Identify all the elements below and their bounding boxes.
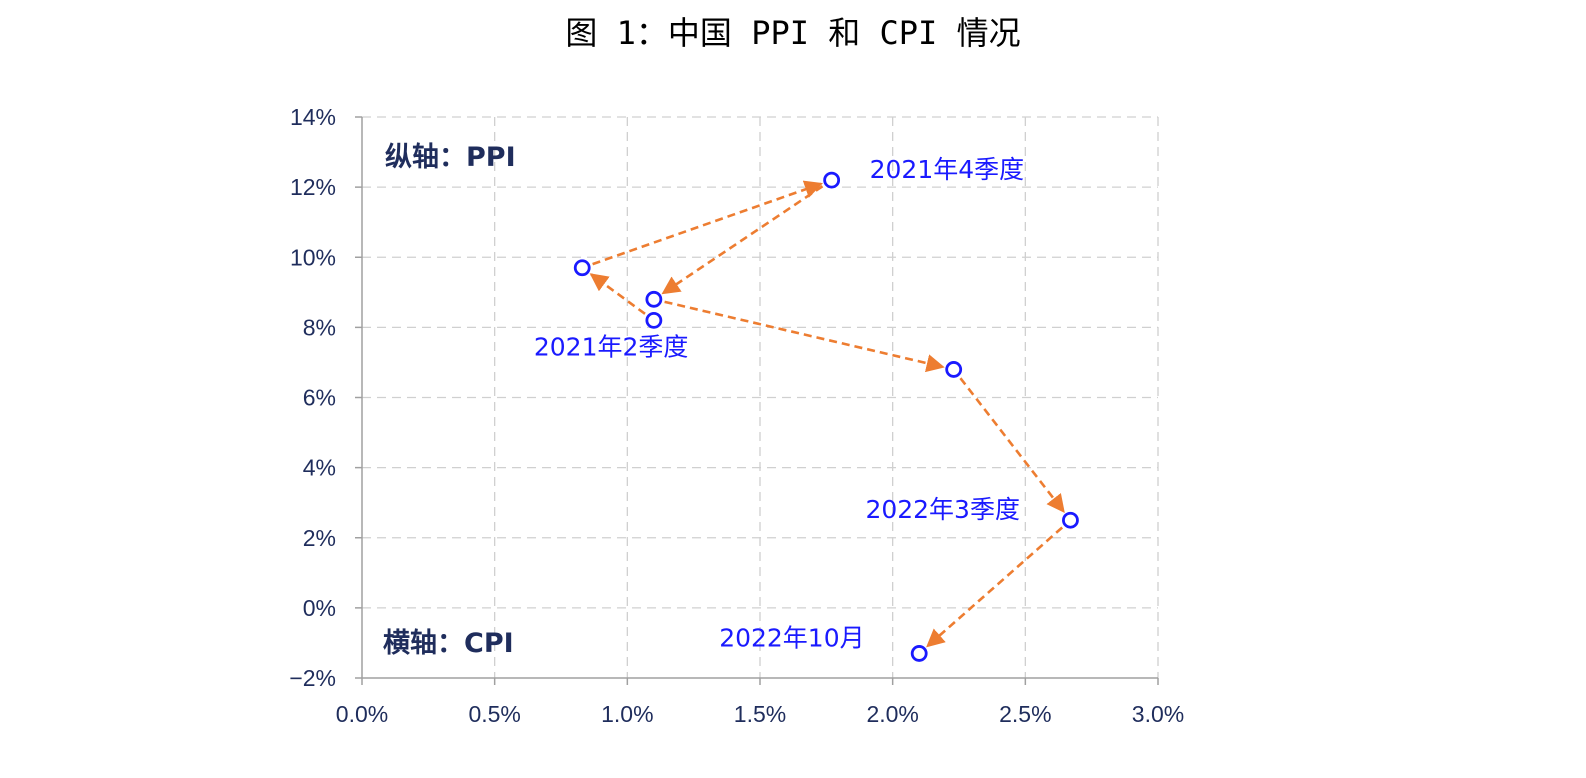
trajectory-arrow: [589, 273, 646, 315]
data-point: [823, 171, 841, 189]
y-tick-label: 6%: [303, 385, 336, 411]
x-axis-note: 横轴：CPI: [383, 628, 514, 659]
tick-labels: 0.0% 0.5% 1.0% 1.5% 2.0% 2.5% 3.0% −2% 0% 2% 4% 6% 8…: [289, 104, 1184, 727]
x-tick-label: 0.5%: [468, 701, 520, 727]
y-tick-label: 2%: [303, 525, 336, 551]
y-tick-label: 8%: [303, 314, 336, 340]
point-labels: 2021年2季度 2021年4季度 2022年3季度 2022年10月: [534, 155, 1024, 652]
x-tick-label: 3.0%: [1132, 701, 1184, 727]
point-label: 2021年4季度: [870, 155, 1025, 184]
data-point: [573, 259, 591, 277]
x-tick-label: 0.0%: [336, 701, 388, 727]
data-point: [645, 290, 663, 308]
grid-lines: [362, 116, 1159, 678]
data-point: [910, 645, 928, 662]
data-point: [1062, 511, 1079, 529]
data-point: [945, 361, 963, 378]
y-tick-label: 12%: [290, 174, 336, 200]
x-tick-label: 2.5%: [999, 701, 1051, 727]
y-tick-label: 0%: [303, 595, 336, 621]
point-label: 2022年3季度: [865, 495, 1020, 524]
trajectory-arrows: [589, 180, 1065, 648]
x-tick-label: 1.0%: [601, 701, 653, 727]
trajectory-arrow: [661, 185, 824, 295]
chart-title: 图 1：中国 PPI 和 CPI 情况: [565, 14, 1021, 52]
point-label: 2021年2季度: [534, 332, 689, 361]
y-tick-label: 10%: [290, 244, 336, 270]
y-tick-label: 4%: [303, 455, 336, 481]
data-point: [645, 311, 663, 329]
x-tick-label: 2.0%: [866, 701, 918, 727]
trajectory-arrow: [959, 377, 1065, 513]
x-tick-label: 1.5%: [734, 701, 786, 727]
y-tick-label: −2%: [289, 665, 336, 691]
trajectory-arrow: [592, 180, 823, 266]
data-points: [573, 171, 1079, 662]
point-label: 2022年10月: [719, 623, 864, 652]
y-axis-note: 纵轴：PPI: [385, 142, 516, 173]
trajectory-arrow: [926, 526, 1064, 648]
trajectory-arrow: [664, 300, 945, 373]
axes: [355, 116, 1159, 685]
y-tick-label: 14%: [290, 104, 336, 130]
